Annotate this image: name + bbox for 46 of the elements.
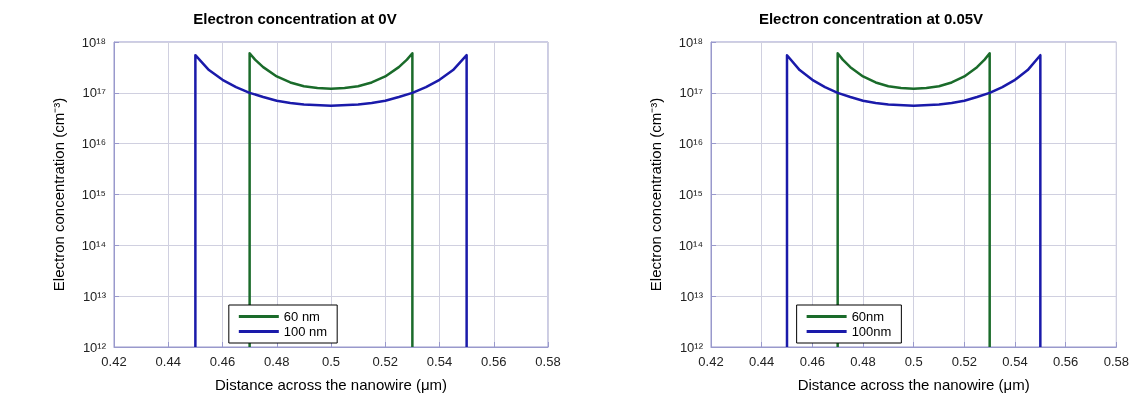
x-tick-label: 0.5 [321, 354, 341, 369]
x-tick-label: 0.48 [850, 354, 876, 369]
x-tick-label: 0.56 [481, 354, 507, 369]
x-tick-label: 0.5 [904, 354, 923, 369]
x-tick-label: 0.44 [155, 354, 181, 369]
y-tick-label: 10¹⁶ [81, 136, 106, 152]
x-tick-label: 0.58 [1103, 354, 1130, 369]
x-axis-title: Distance across the nanowire (μm) [797, 376, 1030, 393]
x-tick-label: 0.58 [535, 354, 561, 369]
y-tick-label: 10¹² [82, 339, 107, 355]
y-tick-label: 10¹⁵ [81, 187, 106, 202]
x-tick-label: 0.48 [264, 354, 290, 369]
x-axis-title: Distance across the nanowire (μm) [214, 376, 448, 393]
legend-label: 100nm [851, 324, 892, 339]
line-series [836, 52, 991, 349]
legend-label: 60 nm [283, 309, 320, 324]
y-axis-title: Electron concentration (cm⁻³) [647, 97, 664, 292]
chart-title: Electron concentration at 0.05V [758, 10, 984, 27]
line-series [785, 53, 1042, 349]
y-tick-label: 10¹⁴ [81, 237, 106, 253]
x-tick-label: 0.56 [1053, 354, 1079, 369]
line-series [248, 52, 414, 349]
y-tick-label: 10¹⁴ [678, 237, 703, 253]
y-tick-label: 10¹⁸ [678, 34, 703, 50]
x-tick-label: 0.52 [372, 354, 398, 369]
x-tick-label: 0.42 [101, 354, 127, 369]
x-tick-label: 0.52 [951, 354, 977, 369]
y-tick-label: 10¹⁷ [82, 85, 107, 101]
x-tick-label: 0.54 [1002, 354, 1028, 369]
x-tick-label: 0.42 [698, 354, 724, 369]
y-tick-label: 10¹³ [679, 288, 704, 304]
x-tick-label: 0.46 [799, 354, 825, 369]
x-tick-label: 0.46 [209, 354, 236, 369]
y-tick-label: 10¹² [679, 339, 704, 355]
y-axis-title: Electron concentration (cm⁻³) [50, 97, 67, 292]
y-tick-label: 10¹⁶ [678, 136, 703, 152]
y-tick-label: 10¹⁷ [679, 85, 704, 101]
line-series [194, 53, 468, 349]
y-tick-label: 10¹⁵ [678, 187, 703, 202]
legend-label: 100 nm [283, 324, 328, 339]
legend-label: 60nm [851, 309, 885, 324]
chart-title: Electron concentration at 0V [193, 10, 397, 27]
y-tick-label: 10¹³ [82, 288, 107, 304]
y-tick-label: 10¹⁸ [81, 34, 106, 50]
x-tick-label: 0.44 [749, 354, 775, 369]
x-tick-label: 0.54 [426, 354, 453, 369]
